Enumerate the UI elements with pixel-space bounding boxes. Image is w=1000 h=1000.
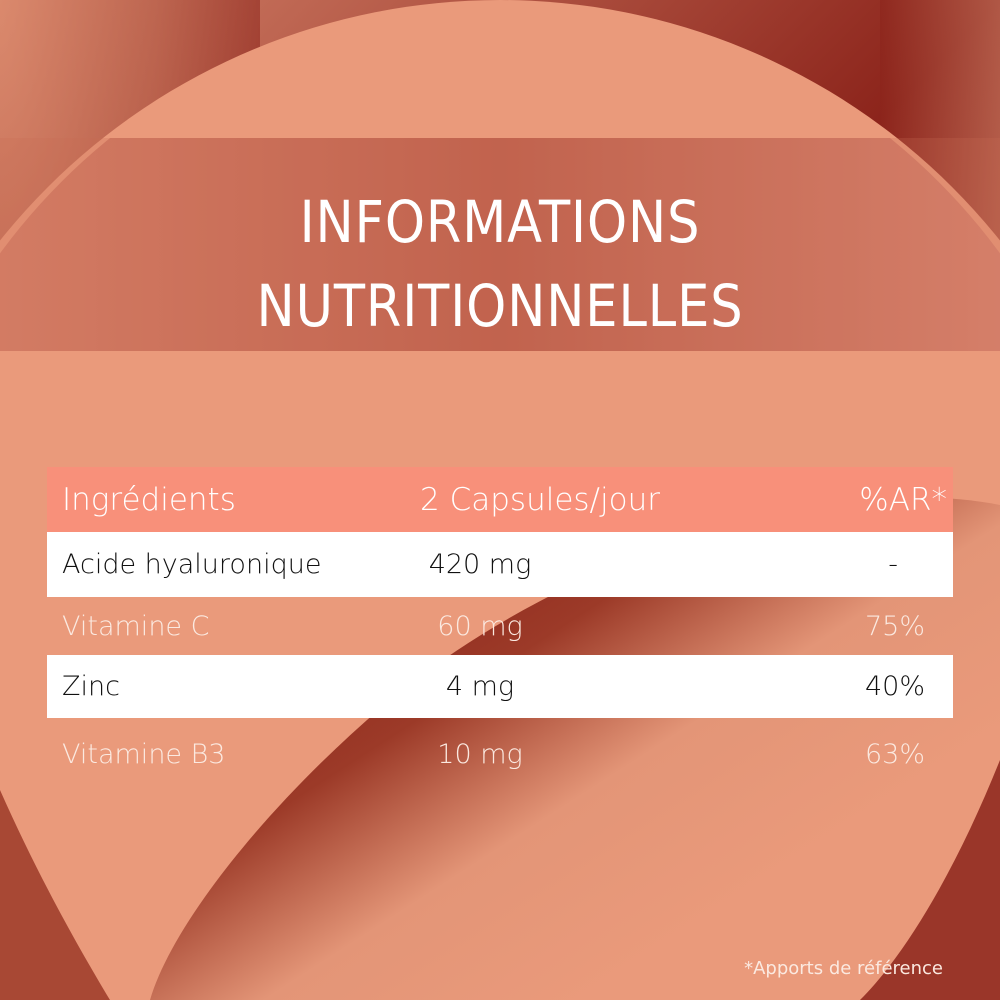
ingredient-name: Acide hyaluronique [62,549,322,580]
header-dose: 2 Capsules/jour [420,481,660,518]
table-row: Vitamine B3 10 mg 63% [47,718,953,790]
ingredient-ar: - [888,549,898,580]
page-title: INFORMATIONS NUTRITIONNELLES [60,180,940,348]
ingredient-name: Zinc [62,671,120,702]
ingredient-name: Vitamine C [62,610,210,642]
ingredient-name: Vitamine B3 [62,738,226,770]
ingredient-dose: 4 mg [445,671,515,702]
ingredient-dose: 60 mg [437,610,523,642]
header-ingredients: Ingrédients [62,481,236,518]
footnote: *Apports de référence [744,958,943,979]
table-header: Ingrédients 2 Capsules/jour %AR* [47,467,953,532]
ingredient-ar: 40% [864,671,925,702]
title-line-2: NUTRITIONNELLES [256,272,744,340]
title-line-1: INFORMATIONS [299,188,701,256]
header-ar: %AR* [859,481,947,518]
nutrition-table: Ingrédients 2 Capsules/jour %AR* Acide h… [47,467,953,790]
ingredient-dose: 420 mg [428,549,532,580]
ingredient-ar: 63% [864,738,925,770]
ingredient-dose: 10 mg [437,738,523,770]
table-row: Acide hyaluronique 420 mg - [47,532,953,597]
ingredient-ar: 75% [864,610,925,642]
table-row: Zinc 4 mg 40% [47,655,953,718]
table-row: Vitamine C 60 mg 75% [47,597,953,655]
